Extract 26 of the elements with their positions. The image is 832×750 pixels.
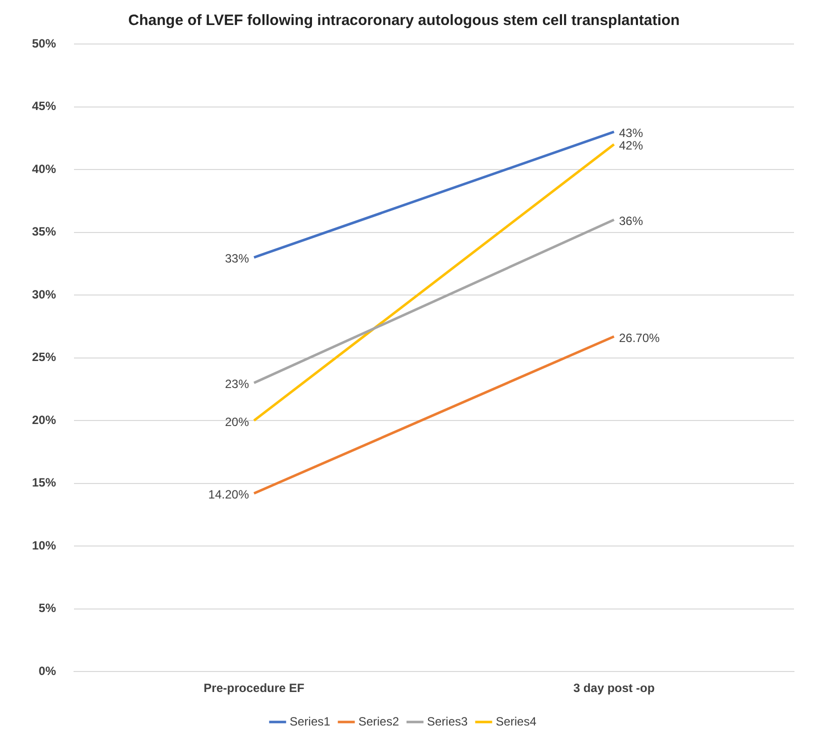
y-tick-label: 5% bbox=[38, 601, 56, 616]
legend-label: Series3 bbox=[427, 714, 468, 728]
data-label: 36% bbox=[619, 214, 644, 228]
data-label: 26.70% bbox=[619, 330, 660, 345]
legend-label: Series4 bbox=[496, 714, 537, 728]
y-tick-label: 25% bbox=[32, 350, 56, 364]
chart-title: Change of LVEF following intracoronary autologous stem cell transplantation bbox=[128, 12, 680, 30]
y-tick-label: 20% bbox=[32, 412, 56, 427]
y-tick-label: 30% bbox=[32, 287, 56, 302]
y-tick-label: 35% bbox=[32, 224, 56, 239]
y-tick-label: 10% bbox=[32, 538, 56, 552]
legend-label: Series2 bbox=[358, 714, 400, 728]
y-tick-label: 40% bbox=[32, 162, 56, 176]
legend-label: Series1 bbox=[290, 714, 331, 728]
data-label: 33% bbox=[224, 252, 250, 266]
y-tick-label: 50% bbox=[32, 36, 56, 50]
y-tick-label: 15% bbox=[32, 476, 56, 490]
data-label: 42% bbox=[619, 138, 644, 153]
x-tick-label: 3 day post -op bbox=[573, 681, 655, 696]
data-label: 14.20% bbox=[208, 488, 250, 502]
data-label: 43% bbox=[619, 126, 644, 140]
data-label: 20% bbox=[224, 414, 250, 429]
data-label: 23% bbox=[224, 377, 250, 392]
y-tick-label: 0% bbox=[38, 664, 56, 678]
y-tick-label: 45% bbox=[32, 99, 56, 114]
x-tick-label: Pre-procedure EF bbox=[204, 681, 304, 696]
